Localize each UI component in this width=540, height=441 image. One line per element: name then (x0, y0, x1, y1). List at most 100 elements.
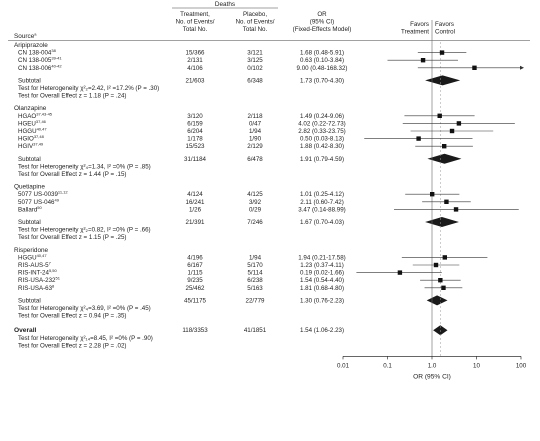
point-estimate-square (456, 121, 462, 126)
placebo-events: 0/102 (247, 65, 263, 72)
favors-control-label: Favors (435, 21, 454, 28)
or-ci-text: 0.63 (0.10-3.84) (300, 57, 344, 64)
or-ci-text: 1.94 (0.21-17.58) (298, 254, 345, 261)
subtotal-placebo-events: 6/478 (247, 156, 263, 163)
treatment-events: 15/366 (186, 50, 205, 57)
study-name: HGIV37,49 (18, 142, 44, 151)
group-heading: Aripiprazole (14, 42, 48, 49)
subtotal-treatment-events: 21/603 (186, 77, 205, 84)
ci-arrow (520, 65, 524, 70)
treatment-events: 4/106 (187, 65, 203, 72)
treatment-events: 2/131 (187, 57, 203, 64)
overall-effect-test: Test for Overall Effect z = 0.94 (P = .3… (18, 313, 126, 320)
overall-effect-test: Test for Overall Effect z = 2.28 (P = .0… (18, 342, 126, 349)
deaths-header: Deaths (215, 1, 235, 8)
placebo-events: 0/47 (249, 120, 262, 127)
study-name: RIS-AUS-57 (18, 261, 52, 270)
or-ci-text: 1.68 (0.48-5.91) (300, 50, 344, 57)
overall-treatment-events: 118/3353 (182, 327, 208, 334)
subtotal-label: Subtotal (18, 156, 41, 163)
favors-treatment-label: Favors (410, 21, 429, 28)
placebo-events: 2/118 (247, 113, 263, 120)
subtotal-treatment-events: 21/391 (186, 219, 205, 226)
subtotal-diamond (425, 217, 459, 227)
or-ci-text: 1.01 (0.25-4.12) (300, 191, 344, 198)
x-axis-tick-label: 1.0 (428, 362, 437, 369)
point-estimate-square (438, 278, 443, 283)
subtotal-treatment-events: 45/1175 (184, 297, 206, 304)
group-heading: Quetiapine (14, 184, 45, 191)
placebo-events: 1/94 (249, 128, 262, 135)
placebo-column-header: Total No. (243, 26, 268, 33)
treatment-column-header: Treatment, (180, 11, 210, 18)
x-axis-label: OR (95% CI) (413, 373, 451, 380)
overall-placebo-events: 41/1851 (244, 327, 267, 334)
treatment-column-header: No. of Events/ (176, 19, 215, 26)
treatment-events: 25/462 (186, 285, 205, 292)
point-estimate-square (397, 270, 403, 275)
placebo-events: 6/238 (247, 277, 263, 284)
overall-effect-test: Test for Overall Effect z = 1.15 (P = .2… (18, 234, 126, 241)
treatment-events: 6/204 (187, 128, 203, 135)
treatment-events: 1/178 (187, 136, 203, 143)
study-name: RIS-USA-638 (18, 283, 55, 292)
placebo-events: 3/121 (247, 50, 263, 57)
point-estimate-square (429, 192, 435, 197)
subtotal-or-ci-text: 1.30 (0.76-2.23) (300, 297, 344, 304)
treatment-events: 3/120 (187, 113, 203, 120)
study-name: HGGU40,47 (18, 253, 47, 262)
study-name: HGIO37,48 (18, 134, 45, 143)
point-estimate-square (449, 128, 455, 134)
or-ci-text: 0.50 (0.03-8.13) (300, 136, 344, 143)
subtotal-diamond (425, 75, 461, 86)
placebo-column-header: No. of Events/ (236, 19, 275, 26)
treatment-events: 6/159 (187, 120, 203, 127)
placebo-events: 5/170 (247, 262, 263, 269)
treatment-events: 1/115 (187, 270, 203, 277)
or-ci-text: 2.82 (0.33-23.75) (298, 128, 345, 135)
heterogeneity-test: Test for Heterogeneity χ²₄=1.34, I² =0% … (18, 163, 151, 170)
heterogeneity-test: Test for Heterogeneity χ²₄=3.69, I² =0% … (18, 305, 151, 312)
source-column-header: Sourcea (14, 32, 37, 41)
study-name: 5077 US-003911,12 (18, 190, 68, 199)
treatment-events: 4/124 (187, 191, 203, 198)
subtotal-label: Subtotal (18, 297, 41, 304)
subtotal-placebo-events: 22/779 (246, 297, 265, 304)
treatment-events: 15/523 (186, 143, 205, 150)
or-ci-text: 1.88 (0.42-8.30) (300, 143, 344, 150)
study-name: HGEU37,46 (18, 119, 47, 128)
point-estimate-square (433, 262, 439, 268)
treatment-column-header: Total No. (183, 26, 208, 33)
study-name: 5077 US-04649 (18, 197, 60, 206)
point-estimate-square (444, 199, 449, 204)
treatment-events: 16/241 (186, 199, 205, 206)
placebo-events: 1/90 (249, 136, 262, 143)
x-axis-tick-label: 0.1 (383, 362, 392, 369)
study-name: CN 138-00539-41 (18, 56, 62, 64)
or-column-header: (95% CI) (310, 19, 334, 26)
study-name: HGAO37,43-45 (18, 111, 53, 120)
x-axis-tick-label: 10 (473, 362, 480, 369)
overall-or-ci-text: 1.54 (1.06-2.23) (300, 327, 344, 334)
placebo-events: 3/92 (249, 199, 262, 206)
or-ci-text: 9.00 (0.48-168.32) (297, 65, 348, 72)
subtotal-label: Subtotal (18, 77, 41, 84)
placebo-events: 0/29 (249, 206, 262, 213)
x-axis-tick-label: 100 (516, 362, 527, 369)
study-name: CN 138-00438 (18, 48, 57, 57)
placebo-events: 4/125 (247, 191, 263, 198)
subtotal-label: Subtotal (18, 219, 41, 226)
subtotal-treatment-events: 31/1184 (184, 156, 206, 163)
overall-effect-test: Test for Overall Effect z = 1.18 (P = .2… (18, 93, 126, 100)
group-heading: Risperidone (14, 247, 49, 254)
subtotal-diamond (426, 295, 448, 306)
subtotal-or-ci-text: 1.67 (0.70-4.03) (300, 219, 344, 226)
heterogeneity-test: Test for Heterogeneity χ²₂=0.82, I² =0% … (18, 227, 151, 234)
or-column-header: OR (317, 11, 327, 18)
study-name: CN 138-00640-42 (18, 63, 62, 72)
study-name: RIS-USA-23251 (18, 276, 61, 285)
treatment-events: 6/167 (187, 262, 203, 269)
or-column-header: (Fixed-Effects Model) (293, 26, 352, 33)
subtotal-or-ci-text: 1.73 (0.70-4.30) (300, 77, 344, 84)
